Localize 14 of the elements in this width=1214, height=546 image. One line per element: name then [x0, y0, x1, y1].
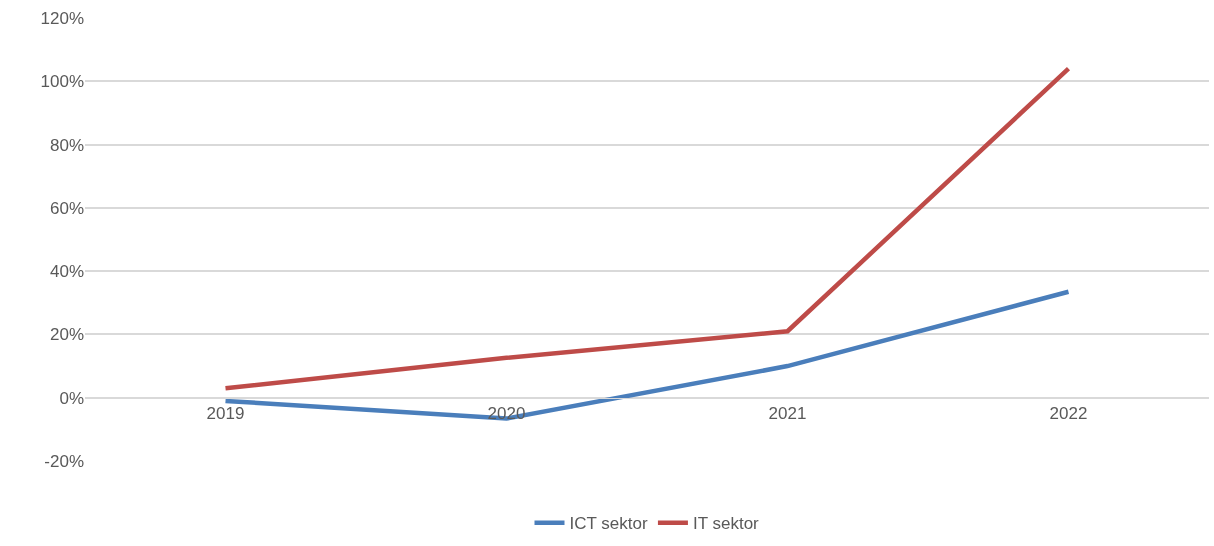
x-tick-label: 2022 [1049, 404, 1088, 424]
legend-label: IT sektor [692, 514, 760, 534]
y-tick-label: 0% [59, 388, 84, 408]
y-tick-label: 120% [40, 8, 84, 28]
y-tick-label: 20% [49, 325, 84, 345]
y-tick-label: 80% [49, 135, 84, 155]
y-tick-label: -20% [44, 451, 84, 471]
y-tick-label: 40% [49, 262, 84, 282]
y-tick-label: 100% [40, 72, 84, 92]
x-tick-label: 2019 [206, 404, 245, 424]
y-tick-label: 60% [49, 198, 84, 218]
legend-label: ICT sektor [569, 514, 648, 534]
line-series [223, 66, 1071, 391]
x-tick-label: 2021 [768, 404, 807, 424]
